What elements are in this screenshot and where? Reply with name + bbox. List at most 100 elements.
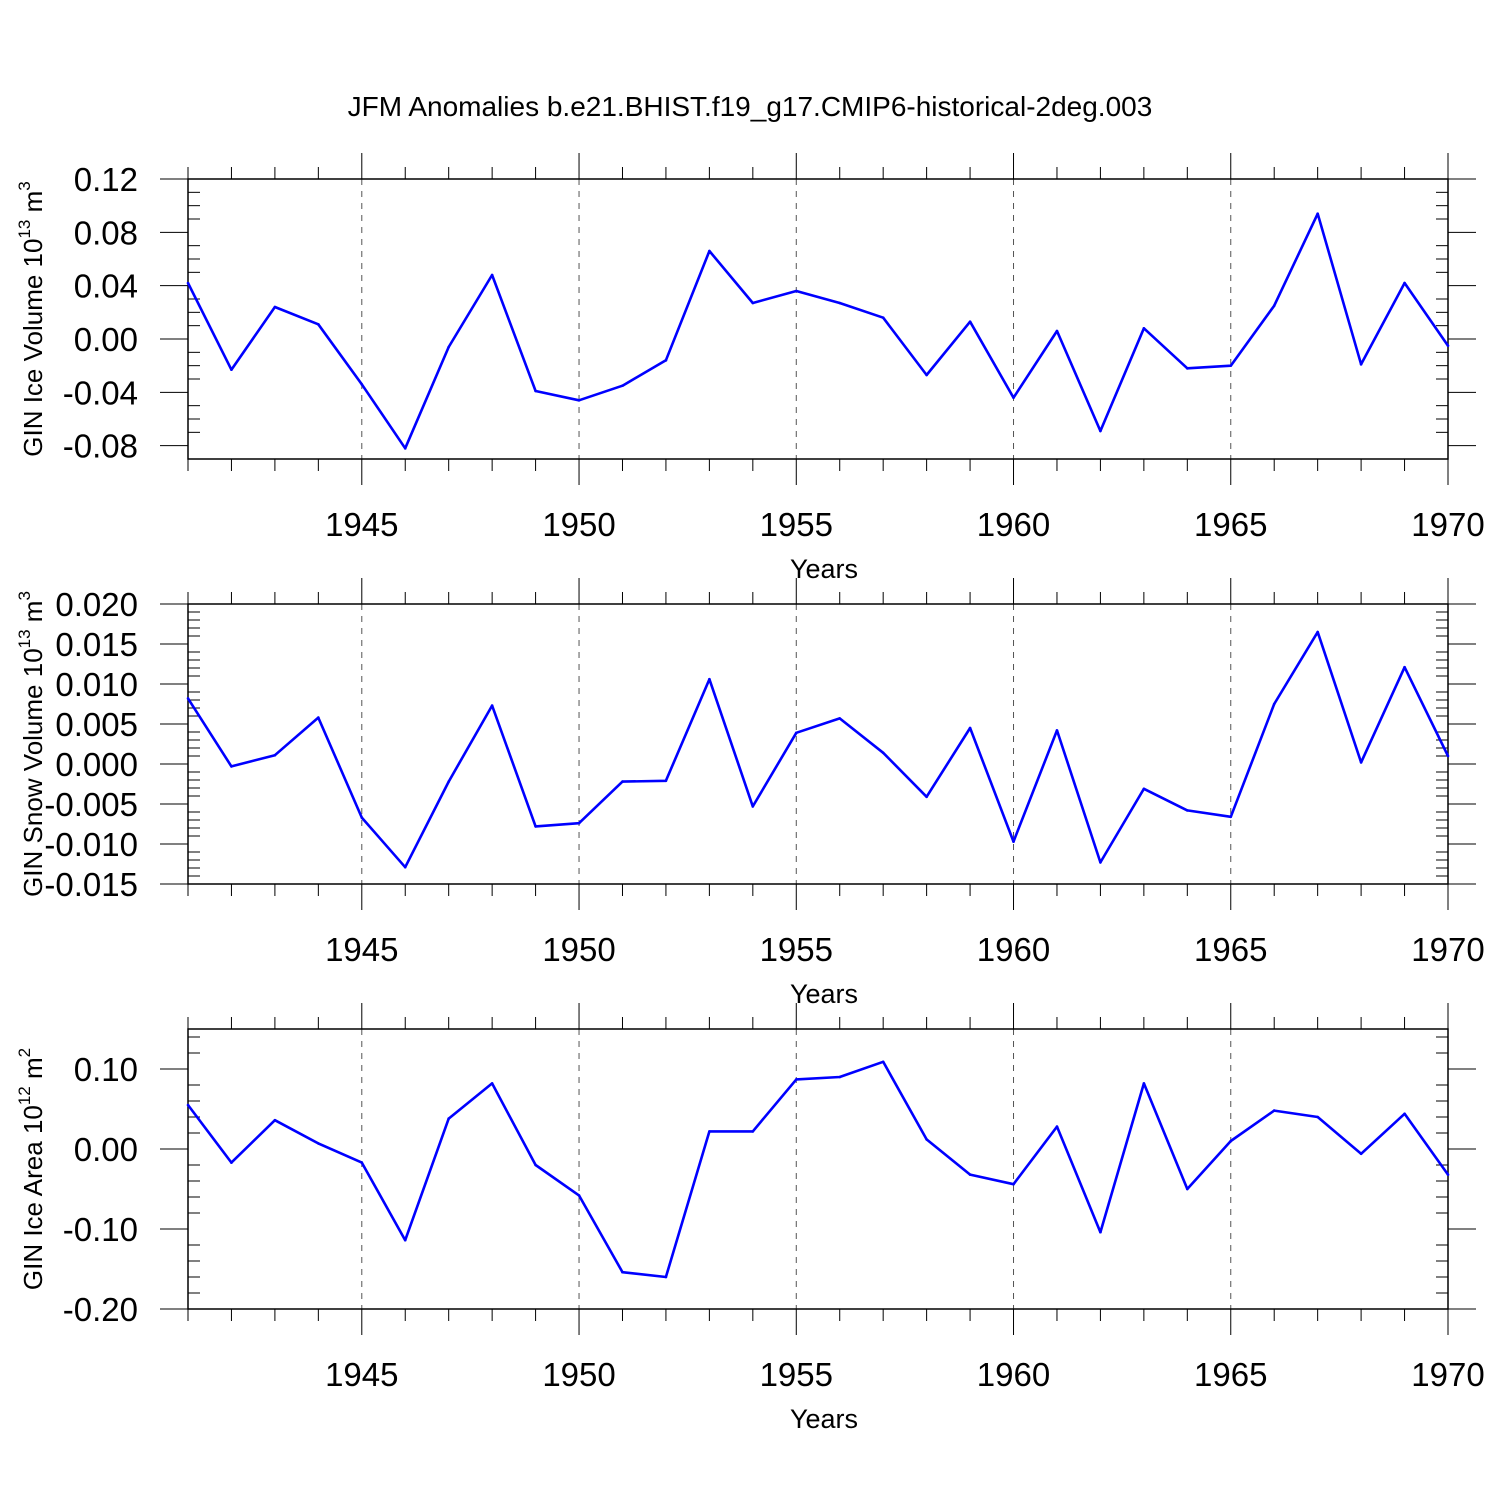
data-point (968, 320, 972, 323)
x-tick-label: 1965 (1194, 1356, 1267, 1393)
data-point (360, 383, 364, 386)
y-axis-title-unit: m (18, 1057, 48, 1086)
y-axis-title-text: GIN Ice Area 10 (18, 1105, 48, 1290)
data-point (1186, 809, 1189, 812)
data-point (925, 795, 928, 799)
y-axis-title: GIN Snow Volume 1013 m3 (15, 591, 48, 897)
data-point (794, 289, 798, 293)
data-point (534, 825, 537, 828)
x-tick-label: 1960 (977, 1356, 1050, 1393)
data-point (186, 1103, 190, 1107)
x-tick-label: 1950 (542, 506, 615, 543)
data-point (1012, 840, 1015, 843)
y-tick-label: -0.04 (63, 374, 138, 411)
y-tick-label: 0.10 (74, 1051, 138, 1088)
plot-frame (187, 178, 1449, 460)
data-point (621, 780, 624, 783)
y-axis-title-exponent: 12 (15, 1086, 34, 1105)
data-point (751, 805, 755, 808)
data-point (1142, 327, 1146, 330)
chart-panel-3: -0.20 -0.10 0.00 0.10 1945 1950 1955 1960 1965 19… (15, 1003, 1485, 1434)
data-point (1229, 1139, 1233, 1143)
y-tick-label: 0.12 (74, 161, 138, 198)
data-point (1055, 729, 1059, 732)
data-point (403, 865, 407, 869)
data-point (360, 1161, 364, 1164)
x-tick-label: 1950 (542, 1356, 615, 1393)
data-point (838, 301, 842, 305)
data-point (577, 1194, 581, 1197)
x-tick-label: 1960 (977, 506, 1050, 543)
data-point (577, 821, 581, 825)
data-point (447, 345, 450, 349)
data-point (1359, 1152, 1363, 1156)
y-tick-label: -0.08 (63, 428, 138, 465)
y-tick-label: 0.005 (55, 706, 138, 743)
data-point (1359, 761, 1363, 764)
data-point (664, 359, 668, 362)
chart-title: JFM Anomalies b.e21.BHIST.f19_g17.CMIP6-… (348, 91, 1153, 122)
data-point (1099, 1230, 1102, 1234)
y-tick-label: 0.015 (55, 626, 138, 663)
data-point (1359, 363, 1363, 366)
data-point (708, 249, 711, 253)
data-point (708, 677, 711, 681)
series-line (186, 212, 1450, 450)
y-tick-label: 0.000 (55, 746, 138, 783)
data-point (1272, 1109, 1276, 1112)
data-point (1142, 787, 1146, 791)
y-axis-title: GIN Ice Volume 1013 m3 (15, 181, 48, 457)
data-point (1012, 1182, 1015, 1186)
data-point (925, 1138, 928, 1141)
data-point (621, 1270, 624, 1274)
y-tick-label: -0.015 (44, 866, 138, 903)
data-point (230, 1161, 233, 1164)
data-point (1403, 1112, 1406, 1116)
data-point (360, 816, 364, 819)
data-point (708, 1130, 711, 1133)
data-point (577, 399, 581, 402)
chart-panel-1: -0.08 -0.04 0.00 0.04 0.08 0.12 1945 1950 1955 19… (15, 153, 1485, 584)
data-point (1055, 1125, 1059, 1128)
y-tick-label: 0.020 (55, 586, 138, 623)
plot-frame (187, 603, 1449, 885)
y-tick-label: 0.010 (55, 666, 138, 703)
x-tick-label: 1945 (325, 506, 398, 543)
data-point (794, 1078, 798, 1081)
data-point (273, 305, 277, 309)
data-point (273, 753, 277, 757)
data-point (1186, 367, 1189, 370)
data-point (230, 368, 233, 371)
data-point (447, 780, 450, 783)
y-axis-title-unit-exponent: 2 (15, 1048, 34, 1057)
data-point (1316, 630, 1319, 634)
data-point (881, 316, 885, 319)
data-point (621, 384, 624, 387)
y-axis-title-unit: m (18, 601, 48, 630)
data-point (664, 779, 668, 783)
data-point (317, 323, 320, 326)
data-point (317, 716, 320, 719)
data-point (881, 1060, 885, 1064)
data-point (1099, 429, 1102, 433)
panels: -0.08 -0.04 0.00 0.04 0.08 0.12 1945 1950 1955 19… (15, 153, 1485, 1434)
data-point (838, 717, 842, 720)
data-point (664, 1275, 668, 1279)
data-point (230, 765, 233, 768)
data-point (1229, 815, 1233, 819)
data-point (1229, 364, 1233, 367)
y-axis-title-unit: m (18, 191, 48, 220)
data-point (534, 389, 537, 393)
y-tick-label: -0.10 (63, 1211, 138, 1248)
data-point (1272, 304, 1276, 307)
data-point (1446, 344, 1450, 347)
y-axis-title-unit-exponent: 3 (15, 181, 34, 190)
y-tick-label: -0.20 (63, 1291, 138, 1328)
x-tick-label: 1965 (1194, 931, 1267, 968)
data-point (447, 1117, 450, 1120)
data-point (968, 1173, 972, 1176)
x-axis-title: Years (790, 1404, 858, 1434)
x-tick-label: 1945 (325, 931, 398, 968)
data-point (1272, 702, 1276, 706)
x-tick-label: 1970 (1411, 506, 1484, 543)
